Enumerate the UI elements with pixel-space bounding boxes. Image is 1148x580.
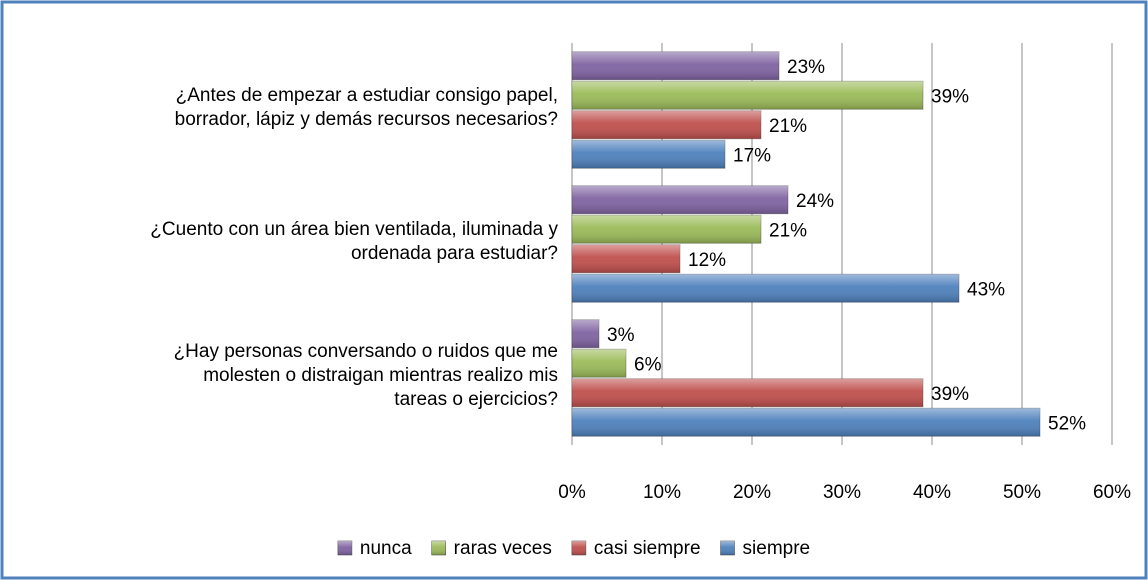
legend: nunca raras veces casi siempre siempre [337, 538, 811, 559]
bar-shade [572, 215, 761, 244]
bar-shade [572, 185, 788, 214]
bar-shade [572, 408, 1040, 437]
data-label: 39% [931, 86, 969, 107]
bar-shade [572, 51, 779, 80]
legend-swatch-shade [431, 541, 446, 555]
category-label: borrador, lápiz y demás recursos necesar… [175, 109, 558, 130]
category-label: ¿Hay personas conversando o ruidos que m… [174, 341, 558, 362]
data-label: 39% [931, 384, 969, 405]
legend-swatch-shade [720, 541, 735, 555]
data-label: 23% [787, 57, 825, 78]
legend-swatch-shade [571, 541, 586, 555]
bar-shade [572, 81, 923, 110]
category-label: ¿Antes de empezar a estudiar consigo pap… [176, 85, 558, 106]
bar-shade [572, 140, 725, 169]
data-label: 52% [1048, 413, 1086, 434]
x-tick-label: 60% [1093, 482, 1131, 503]
legend-label: siempre [743, 538, 811, 559]
x-tick-label: 30% [823, 482, 861, 503]
bar-shade [572, 110, 761, 139]
data-label: 17% [733, 145, 771, 166]
legend-label: casi siempre [594, 538, 701, 559]
category-label: ordenada para estudiar? [351, 243, 558, 264]
x-tick-label: 50% [1003, 482, 1041, 503]
category-label: ¿Cuento con un área bien ventilada, ilum… [150, 219, 558, 240]
bar-shade [572, 244, 680, 273]
data-label: 12% [688, 250, 726, 271]
bar-shade [572, 349, 626, 378]
x-tick-label: 40% [913, 482, 951, 503]
x-tick-label: 10% [643, 482, 681, 503]
legend-swatch-shade [337, 541, 352, 555]
data-label: 6% [634, 354, 662, 375]
data-label: 3% [607, 325, 635, 346]
legend-label: nunca [360, 538, 412, 559]
data-label: 21% [769, 116, 807, 137]
x-tick-label: 0% [558, 482, 586, 503]
bar-shade [572, 274, 959, 303]
bar-shade [572, 378, 923, 407]
category-label: tareas o ejercicios? [394, 389, 558, 410]
x-tick-label: 20% [733, 482, 771, 503]
data-label: 24% [796, 191, 834, 212]
data-label: 21% [769, 220, 807, 241]
bar-shade [572, 319, 599, 348]
category-label: molesten o distraigan mientras realizo m… [203, 365, 558, 386]
data-label: 43% [967, 279, 1005, 300]
legend-label: raras veces [454, 538, 552, 559]
